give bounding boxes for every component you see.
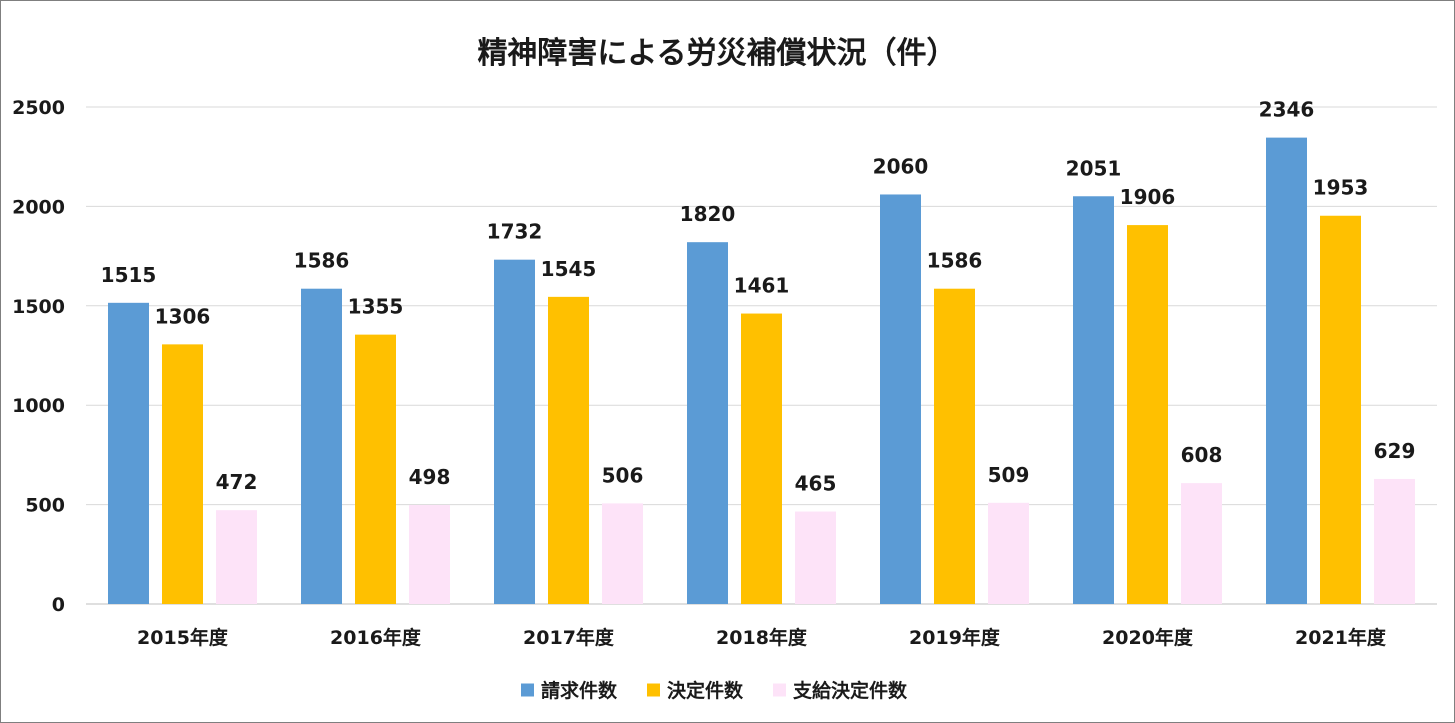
legend-label: 支給決定件数 (792, 679, 908, 702)
bar (1320, 215, 1361, 605)
bar (1266, 137, 1307, 604)
data-label: 629 (1374, 439, 1416, 463)
x-tick-label: 2021年度 (1295, 626, 1387, 649)
data-label: 465 (795, 472, 837, 496)
data-label: 2051 (1066, 156, 1122, 180)
legend-label: 決定件数 (667, 679, 744, 702)
legend-label: 請求件数 (541, 679, 618, 702)
y-axis: 0 500 1000 1500 2000 2500 (12, 97, 65, 616)
data-label: 1820 (680, 202, 736, 226)
y-tick-label: 1500 (12, 296, 65, 318)
data-label: 2060 (873, 154, 929, 178)
data-label: 509 (988, 463, 1030, 487)
legend-item: 請求件数 (521, 679, 618, 702)
bar (988, 502, 1029, 604)
data-labels: 1515 1306 472 1586 1355 498 1732 1545 506 1820 146… (101, 98, 1416, 496)
data-label: 1306 (155, 304, 211, 328)
bar (1127, 225, 1168, 604)
x-tick-label: 2017年度 (523, 626, 615, 649)
data-label: 1515 (101, 263, 157, 287)
y-tick-label: 500 (25, 495, 65, 517)
bars (108, 137, 1415, 605)
bar (494, 259, 535, 604)
x-axis: 2015年度 2016年度 2017年度 2018年度 2019年度 2020年度 2021… (137, 626, 1387, 649)
x-tick-label: 2020年度 (1102, 626, 1194, 649)
x-tick-label: 2016年度 (330, 626, 422, 649)
bar (934, 288, 975, 604)
data-label: 608 (1181, 443, 1223, 467)
data-label: 1732 (487, 220, 543, 244)
y-tick-label: 1000 (12, 395, 65, 417)
bar (687, 242, 728, 604)
bar (355, 334, 396, 604)
legend-item: 決定件数 (647, 679, 744, 702)
bar (409, 504, 450, 604)
data-label: 1953 (1313, 176, 1369, 200)
bar (216, 510, 257, 604)
data-label: 498 (409, 465, 451, 489)
bar (548, 296, 589, 604)
data-label: 506 (602, 463, 644, 487)
data-label: 1586 (294, 249, 350, 273)
data-label: 472 (216, 470, 258, 494)
legend-swatch (521, 683, 534, 697)
data-label: 1906 (1120, 185, 1176, 209)
bar (1073, 196, 1114, 604)
data-label: 1461 (734, 274, 790, 298)
bar (1181, 483, 1222, 604)
data-label: 2346 (1259, 98, 1315, 122)
y-tick-label: 2000 (12, 196, 65, 218)
bar (741, 313, 782, 604)
data-label: 1355 (348, 295, 404, 319)
bar (880, 194, 921, 605)
x-tick-label: 2019年度 (909, 626, 1001, 649)
bar (162, 344, 203, 604)
bar (301, 288, 342, 604)
legend-item: 支給決定件数 (773, 679, 908, 702)
bar (602, 503, 643, 604)
data-label: 1545 (541, 257, 597, 281)
legend: 請求件数 決定件数 支給決定件数 (521, 679, 908, 702)
x-tick-label: 2015年度 (137, 626, 229, 649)
bar (108, 302, 149, 604)
data-label: 1586 (927, 249, 983, 273)
y-tick-label: 2500 (12, 97, 65, 119)
y-tick-label: 0 (52, 594, 65, 616)
legend-swatch (647, 683, 660, 697)
chart-title: 精神障害による労災補償状況（件） (477, 36, 956, 71)
legend-swatch (773, 683, 786, 697)
bar (1374, 478, 1415, 604)
bar (795, 511, 836, 604)
x-tick-label: 2018年度 (716, 626, 808, 649)
